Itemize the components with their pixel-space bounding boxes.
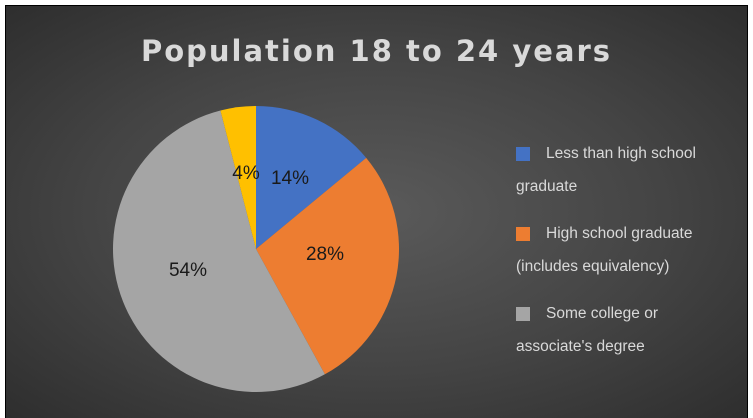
slice-other	[220, 106, 256, 249]
data-label: 14%	[271, 168, 309, 189]
legend-swatch-orange	[516, 227, 530, 241]
legend-swatch-blue	[516, 147, 530, 161]
legend-label: Some college or associate's degree	[516, 305, 659, 355]
slice-less-than-high-school	[256, 106, 367, 249]
pie-chart: 14% 28% 54% 4%	[113, 106, 399, 392]
chart-area: Population 18 to 24 years 14% 28% 54% 4% Le…	[5, 5, 748, 418]
slice-some-college	[113, 110, 325, 392]
data-label: 54%	[169, 260, 207, 281]
legend-swatch-gray	[516, 307, 530, 321]
slice-high-school-graduate	[256, 157, 399, 375]
data-label: 4%	[232, 163, 260, 184]
legend-item-high-school-graduate: High school graduate (includes equivalen…	[516, 225, 736, 283]
data-label: 28%	[306, 244, 344, 265]
legend-label: High school graduate (includes equivalen…	[516, 225, 693, 275]
legend-item-less-than-high-school: Less than high school graduate	[516, 145, 736, 203]
legend-item-some-college: Some college or associate's degree	[516, 305, 736, 363]
chart-title: Population 18 to 24 years	[140, 34, 613, 68]
legend-label: Less than high school graduate	[516, 145, 696, 195]
